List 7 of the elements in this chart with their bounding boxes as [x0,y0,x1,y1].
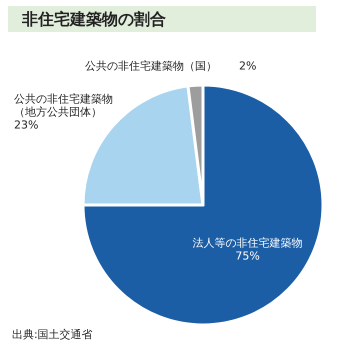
slice-label: 公共の非住宅建築物（国） 2% [85,60,256,72]
slice-label: 法人等の非住宅建築物 [192,236,303,250]
slice-label: 公共の非住宅建築物（地方公共団体） [14,92,113,118]
chart-title: 非住宅建築物の割合 [21,10,166,28]
source-note: 出典:国土交通省 [12,328,93,341]
data-label: 23% [14,118,38,132]
data-label: 75% [235,250,260,263]
